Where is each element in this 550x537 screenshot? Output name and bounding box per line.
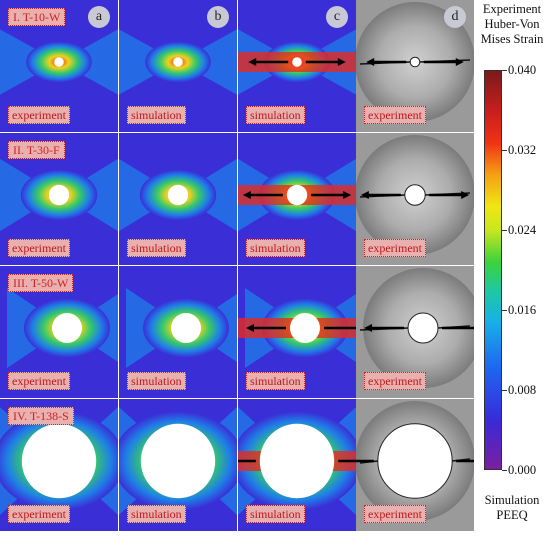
hole: [140, 423, 216, 499]
source-tag: simulation: [127, 372, 186, 390]
arrowhead-right: [455, 58, 464, 66]
panel-3-b: simulation: [119, 266, 237, 398]
colorbar-tick: [502, 310, 507, 311]
arrowhead-right: [343, 191, 352, 199]
legend-title-line: PEEQ: [496, 508, 528, 522]
colorbar-tick: [502, 390, 507, 391]
source-tag: simulation: [127, 106, 186, 124]
source-tag: experiment: [364, 372, 426, 390]
hole: [259, 423, 335, 499]
source-tag: experiment: [8, 106, 70, 124]
specimen-label: II. T-30-F: [8, 141, 65, 159]
strain-field: [119, 399, 237, 531]
legend-title-simulation: Simulation PEEQ: [474, 493, 550, 523]
panel-2-c: simulation: [238, 133, 356, 265]
arrowhead-left: [248, 58, 257, 66]
colorbar: [484, 70, 502, 470]
legend-title-line: Huber-Von: [484, 17, 540, 31]
colorbar-tick-label: 0.024: [508, 223, 537, 237]
hole: [21, 423, 97, 499]
legend-title-line: Experiment: [482, 2, 542, 16]
legend-title-experiment: Experiment Huber-Von Mises Strain: [474, 2, 550, 47]
panel-3-d: experiment: [356, 266, 474, 398]
arrowhead-left: [364, 324, 372, 332]
arrowhead-left: [366, 58, 375, 66]
arrowhead-left: [242, 191, 251, 199]
column-letter-d: d: [444, 6, 466, 28]
arrowhead-right: [337, 58, 346, 66]
column-letter-c: c: [326, 6, 348, 28]
hole: [292, 57, 302, 67]
source-tag: simulation: [246, 106, 305, 124]
hole: [409, 56, 421, 68]
source-tag: simulation: [246, 239, 305, 257]
source-tag: experiment: [8, 239, 70, 257]
hole: [404, 184, 426, 206]
colorbar-tick: [502, 70, 507, 71]
hole: [407, 312, 439, 344]
legend-title-line: Simulation: [484, 493, 540, 507]
panel-4-c: simulation: [238, 399, 356, 531]
specimen-label: I. T-10-W: [8, 8, 66, 26]
hole: [167, 184, 189, 206]
source-tag: experiment: [8, 505, 70, 523]
source-tag: experiment: [364, 239, 426, 257]
hole: [173, 57, 183, 67]
panel-3-a: III. T-50-W experiment: [0, 266, 118, 398]
panel-2-b: simulation: [119, 133, 237, 265]
panel-3-c: simulation: [238, 266, 356, 398]
panel-4-a: IV. T-138-S experiment: [0, 399, 118, 531]
panel-1-a: I. T-10-W a experiment: [0, 0, 118, 132]
hole: [54, 57, 64, 67]
source-tag: simulation: [127, 239, 186, 257]
arrowhead-left: [246, 324, 254, 332]
panel-2-d: experiment: [356, 133, 474, 265]
column-letter-a: a: [88, 6, 110, 28]
colorbar-tick: [502, 230, 507, 231]
panel-1-b: b simulation: [119, 0, 237, 132]
source-tag: experiment: [364, 106, 426, 124]
colorbar-tick: [502, 150, 507, 151]
hole: [52, 313, 82, 343]
source-tag: simulation: [127, 505, 186, 523]
source-tag: experiment: [364, 505, 426, 523]
hole: [286, 184, 308, 206]
hole: [48, 184, 70, 206]
hole: [377, 423, 453, 499]
legend-title-line: Mises Strain: [480, 32, 544, 46]
arrowhead-left: [360, 191, 369, 199]
colorbar-tick-label: 0.016: [508, 303, 537, 317]
specimen-label: III. T-50-W: [8, 274, 74, 292]
panel-4-d: experiment: [356, 399, 474, 531]
colorbar-tick-label: 0.040: [508, 63, 537, 77]
panel-1-d: d experiment: [356, 0, 474, 132]
panel-2-a: II. T-30-F experiment: [0, 133, 118, 265]
column-letter-b: b: [207, 6, 229, 28]
colorbar-tick-label: 0.008: [508, 383, 537, 397]
panel-1-c: c simulation: [238, 0, 356, 132]
source-tag: simulation: [246, 372, 305, 390]
colorbar-tick: [502, 470, 507, 471]
source-tag: experiment: [8, 372, 70, 390]
source-tag: simulation: [246, 505, 305, 523]
panel-4-b: simulation: [119, 399, 237, 531]
colorbar-tick-label: 0.032: [508, 143, 537, 157]
hole: [290, 313, 320, 343]
hole: [171, 313, 201, 343]
specimen-label: IV. T-138-S: [8, 407, 74, 425]
arrowhead-right: [461, 191, 470, 199]
colorbar-tick-label: 0.000: [508, 463, 537, 477]
